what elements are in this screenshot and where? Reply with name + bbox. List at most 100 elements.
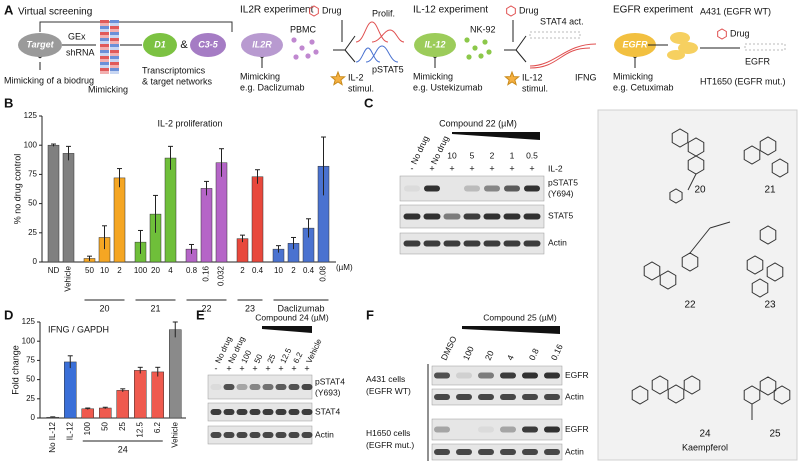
row-label: Actin [565,391,584,401]
band [478,449,494,455]
row-label: STAT4 [315,406,340,416]
band [249,409,261,415]
x-tick-label: 2 [117,266,122,275]
heatmap-cell [100,47,109,50]
ring [631,385,649,405]
lane-label: 25 [266,352,278,364]
heatmap-cell [100,26,109,29]
band [434,426,450,433]
stim-label: IL-2 [548,163,563,173]
y-tick-label: 0 [31,413,36,422]
ring [759,136,777,156]
lane-label: 50 [253,352,265,364]
band [288,432,300,438]
label: NK-92 [470,24,496,34]
heatmap-cell [100,44,109,47]
x-tick-label: 100 [134,266,148,275]
heatmap-cell [110,35,119,38]
cell-label: (EGFR mut.) [366,440,414,450]
lane-label: 100 [461,344,476,361]
heatmap-cell [110,65,119,68]
label: EGFR [622,39,648,49]
heatmap-cell [110,32,119,35]
heatmap-cell [100,56,109,59]
label: & [180,39,188,51]
stim-sign: + [278,363,283,373]
line [344,35,356,51]
band [456,372,472,379]
x-tick-label: 0.4 [303,266,315,275]
panel-label: E [196,307,205,322]
blot [431,365,563,386]
x-tick-label: No IL-12 [48,421,57,452]
lane-label: 6.2 [292,350,305,364]
ring [669,188,683,204]
band [275,409,287,415]
band [423,213,441,220]
lane-label: 20 [483,349,496,362]
icon [678,42,698,54]
bar [62,153,75,263]
bar [200,188,213,263]
compound-number: 21 [764,185,776,196]
group-label: 23 [245,303,255,313]
group-label: Daclizumab [277,303,324,313]
x-tick-label: 20 [151,266,160,275]
row-label: EGFR [565,424,589,434]
ring [683,375,701,395]
y-tick-label: 100 [24,140,38,149]
label: pSTAT5 [372,64,404,74]
y-tick-label: 0 [33,257,38,266]
heatmap-cell [100,20,109,23]
band [236,409,248,415]
panel-title: EGFR experiment [613,5,693,16]
blot [431,443,563,461]
y-tick-label: 25 [28,228,37,237]
panel-label: C [364,95,374,110]
x-tick-label: 2 [240,266,245,275]
stim-sign: - [411,163,414,173]
group-label: 21 [150,303,160,313]
lane-label: 10 [447,150,457,160]
band [483,240,501,247]
cell [464,37,470,43]
chart-title: IL-2 proliferation [157,118,222,128]
band [463,240,481,247]
heatmap-cell [100,41,109,44]
heatmap-cell [100,29,109,32]
compound-number: 22 [684,300,696,311]
blot [431,388,563,406]
band [210,384,222,390]
panel-label: D [4,307,13,322]
stim-sign: - [215,363,218,373]
heatmap-cell [100,32,109,35]
lane-label: 0.5 [526,150,538,160]
row-label: EGFR [565,370,589,380]
band [262,432,274,438]
band [262,384,274,390]
cell [293,54,299,60]
row-label: Actin [548,237,567,247]
stim-sign: + [509,163,514,173]
x-tick-label: 0.8 [186,266,198,275]
band [223,384,235,390]
label: EGFR [745,56,771,66]
x-tick-label: Vehicle [64,265,73,291]
label: GEx [68,31,86,41]
label: HT1650 (EGFR mut.) [700,76,786,86]
cell-label: H1650 cells [366,428,410,438]
band [210,409,222,415]
label: Prolif. [372,8,395,18]
band [443,240,461,247]
compound-label: Compound 24 (µM) [255,312,329,322]
band [301,409,313,415]
x-tick-label: 6.2 [153,421,162,433]
label: IL2R [252,39,272,49]
x-tick-label: 100 [83,421,92,435]
y-tick-label: 75 [28,170,37,179]
band [523,213,541,220]
band [464,185,480,192]
structure-panel [597,109,798,461]
band [522,394,538,400]
